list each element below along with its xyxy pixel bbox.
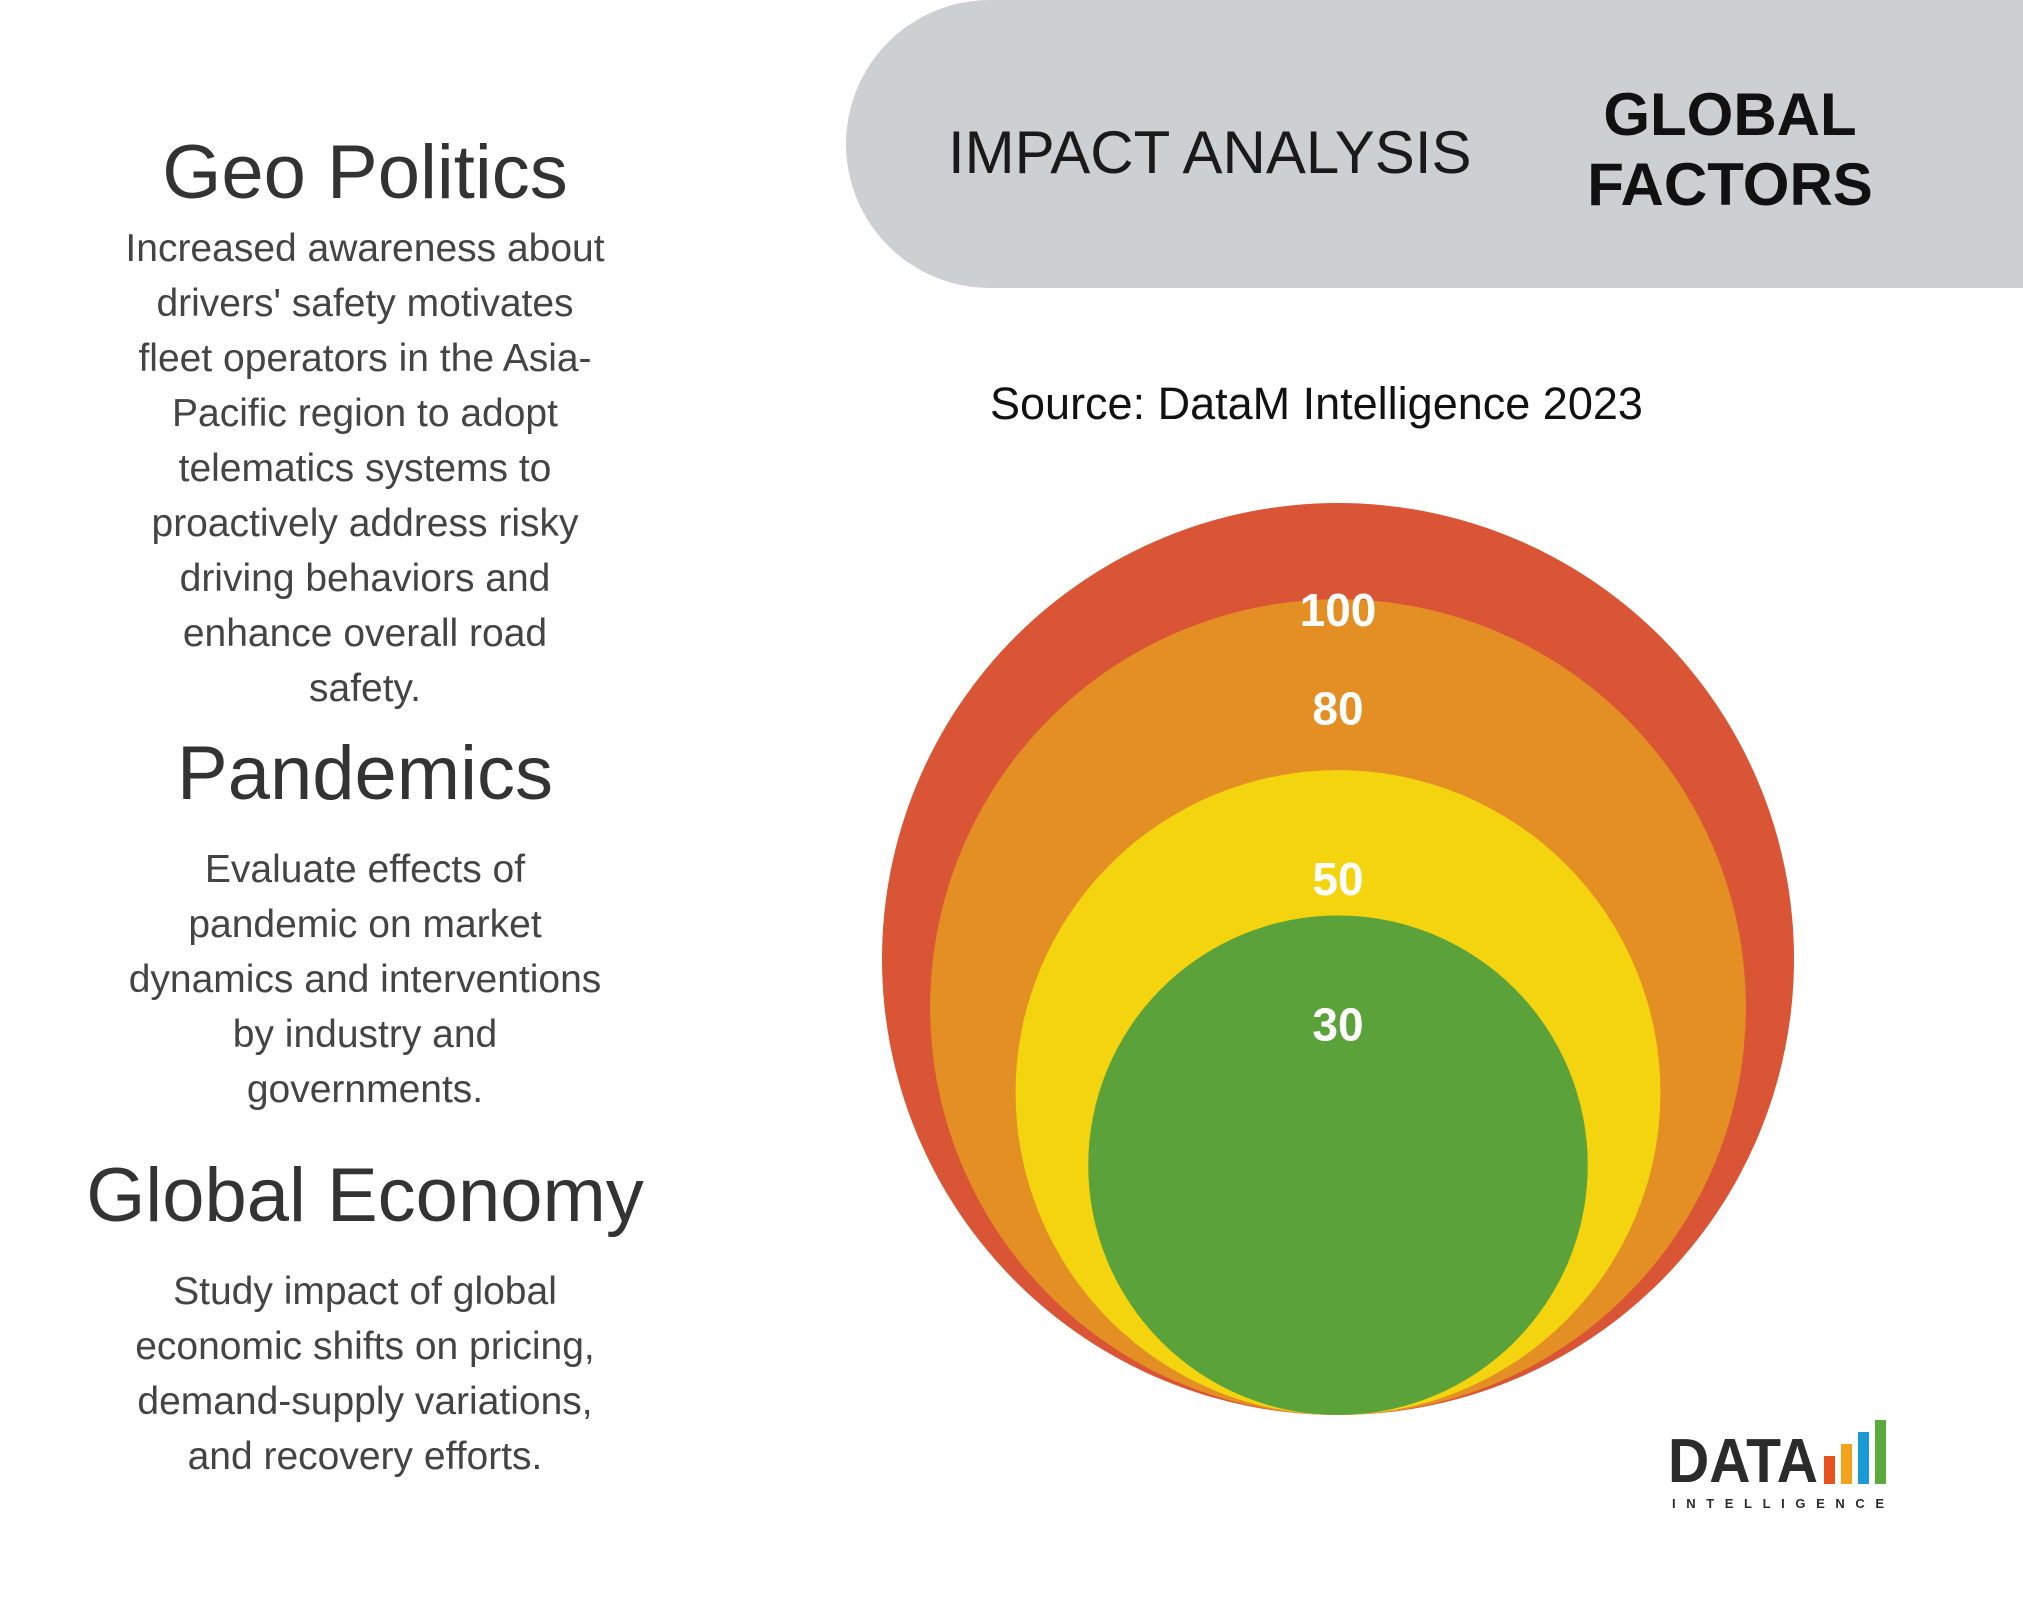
datam-intelligence-logo: DATA INTELLIGENCE [1668,1420,1886,1511]
header-title-line: FACTORS [1587,151,1873,218]
description-line: Evaluate effects of [204,848,526,891]
description-line: fleet operators in the Asia- [138,337,592,380]
description-line: Study impact of global [173,1270,557,1313]
logo-wordmark: DATA [1668,1427,1818,1496]
nested-bubble-chart: 100 80 50 30 [882,503,1794,1415]
description-line: Increased awareness about [125,227,605,270]
description-line: enhance overall road [182,612,548,655]
description-line: telematics systems to [178,447,552,490]
description-line: driving behaviors and [179,557,551,600]
description-line: safety. [309,667,421,710]
bubble-label: 100 [1300,584,1377,636]
header-label: IMPACT ANALYSIS [948,119,1472,186]
description-line: Pacific region to adopt [172,392,558,435]
bubble-label: 30 [1312,998,1363,1050]
description-line: proactively address risky [151,502,579,545]
logo-bar [1858,1432,1869,1484]
logo-bar [1841,1444,1852,1484]
logo-subtitle: INTELLIGENCE [1672,1496,1884,1511]
logo-bar [1875,1420,1886,1484]
bubble-label: 50 [1312,853,1363,905]
description-line: demand-supply variations, [137,1380,593,1423]
factor-description-pandemics: Evaluate effects of pandemic on market d… [80,842,650,1117]
header-banner [846,0,2023,288]
description-line: economic shifts on pricing, [135,1325,595,1368]
factor-description-geo-politics: Increased awareness about drivers' safet… [80,221,650,716]
description-line: dynamics and interventions [128,958,602,1001]
factor-title-geo-politics: Geo Politics [162,130,568,215]
bubble-30 [1088,915,1588,1415]
header-title: GLOBAL FACTORS [1560,80,1900,220]
description-line: drivers' safety motivates [156,282,574,325]
header-title-line: GLOBAL [1603,81,1857,148]
description-line: and recovery efforts. [187,1435,543,1478]
factor-description-global-economy: Study impact of global economic shifts o… [80,1264,650,1484]
factor-title-global-economy: Global Economy [86,1153,644,1238]
factor-title-pandemics: Pandemics [177,731,553,816]
logo-bar [1824,1456,1835,1484]
bubble-label: 80 [1312,682,1363,734]
source-note: Source: DataM Intelligence 2023 [990,378,1643,429]
description-line: by industry and [232,1013,498,1056]
description-line: governments. [246,1068,484,1111]
description-line: pandemic on market [188,903,542,946]
